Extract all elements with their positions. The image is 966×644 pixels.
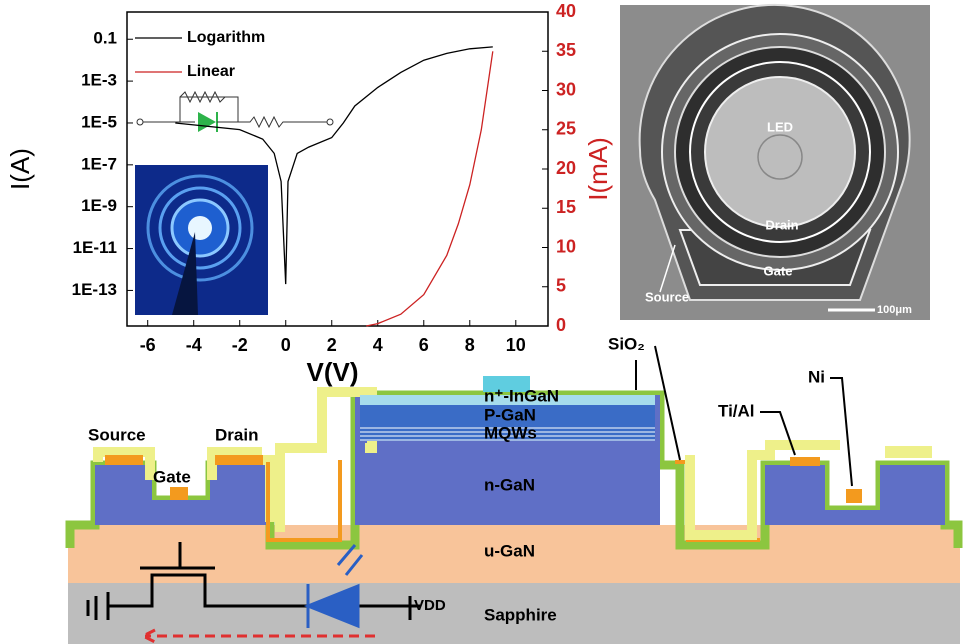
diode bbox=[198, 112, 216, 132]
y-tick-label: 1E-13 bbox=[72, 280, 117, 299]
x-tick-label: 10 bbox=[506, 335, 526, 355]
y2-tick-label: 10 bbox=[556, 236, 576, 256]
y2-tick-label: 35 bbox=[556, 40, 576, 60]
y-tick-label: 1E-7 bbox=[81, 154, 117, 173]
photo-inset bbox=[135, 165, 268, 315]
layer-label: u-GaN bbox=[484, 541, 535, 560]
layer-label: Ti/Al bbox=[718, 401, 755, 420]
terminal bbox=[137, 119, 143, 125]
y2-tick-label: 25 bbox=[556, 119, 576, 139]
layer-label: MQWs bbox=[484, 423, 537, 442]
layer-label: Source bbox=[88, 425, 146, 444]
layer-label: Sapphire bbox=[484, 605, 557, 624]
ni-contact bbox=[846, 489, 862, 503]
x-tick-label: 2 bbox=[327, 335, 337, 355]
series-resistor bbox=[217, 117, 328, 127]
x-tick-label: 0 bbox=[281, 335, 291, 355]
layer-label: n⁺-InGaN bbox=[484, 386, 559, 405]
y-tick-label: 1E-5 bbox=[81, 112, 117, 131]
led-mesa bbox=[705, 77, 855, 227]
layer-label: Ni bbox=[808, 367, 825, 386]
tial-contact bbox=[790, 457, 820, 466]
y2-tick-label: 15 bbox=[556, 197, 576, 217]
sem-label: LED bbox=[767, 119, 793, 134]
x-tick-label: -2 bbox=[232, 335, 248, 355]
legend-label: Linear bbox=[187, 63, 235, 80]
layer-label: Drain bbox=[215, 425, 258, 444]
legend-label: Logarithm bbox=[187, 29, 265, 46]
series-line bbox=[366, 51, 493, 326]
pointer bbox=[830, 378, 852, 486]
y2-tick-label: 5 bbox=[556, 276, 566, 296]
sem-image: LED Drain Gate Source 100μm bbox=[620, 5, 930, 320]
y-tick-label: 1E-9 bbox=[81, 196, 117, 215]
sem-label: Source bbox=[645, 289, 689, 304]
source-contact bbox=[105, 455, 143, 465]
circuit-inset bbox=[137, 92, 333, 132]
gate-contact bbox=[170, 487, 188, 500]
shunt-resistor bbox=[180, 92, 238, 122]
x-axis-title: V(V) bbox=[307, 357, 359, 387]
y2-tick-label: 0 bbox=[556, 315, 566, 335]
x-tick-label: 6 bbox=[419, 335, 429, 355]
glow bbox=[188, 216, 212, 240]
layer-label: SiO₂ bbox=[608, 334, 645, 353]
y2-tick-label: 20 bbox=[556, 158, 576, 178]
layer-label: VDD bbox=[414, 597, 446, 614]
layer-label: P-GaN bbox=[484, 405, 536, 424]
layer-label: n-GaN bbox=[484, 475, 535, 494]
y2-tick-label: 40 bbox=[556, 1, 576, 21]
x-tick-label: 8 bbox=[465, 335, 475, 355]
sem-label: Drain bbox=[765, 217, 798, 232]
layer-label: Gate bbox=[153, 467, 191, 486]
y-tick-label: 1E-3 bbox=[81, 71, 117, 90]
drain-contact bbox=[215, 455, 263, 465]
scale-label: 100μm bbox=[877, 304, 912, 316]
y2-tick-label: 30 bbox=[556, 79, 576, 99]
figure: LED Drain Gate Source 100μm bbox=[0, 0, 966, 644]
y-tick-label: 0.1 bbox=[93, 29, 117, 48]
terminal bbox=[327, 119, 333, 125]
y-tick-label: 1E-11 bbox=[73, 238, 117, 257]
cross-section: Source Drain Gate n⁺-InGaN P-GaN MQWs n-… bbox=[68, 334, 960, 644]
x-tick-label: 4 bbox=[373, 335, 383, 355]
y-axis-title: I(A) bbox=[5, 148, 35, 190]
sem-label: Gate bbox=[764, 263, 793, 278]
x-tick-label: -6 bbox=[140, 335, 156, 355]
x-tick-label: -4 bbox=[186, 335, 202, 355]
y2-axis-title: I(mA) bbox=[583, 137, 613, 201]
